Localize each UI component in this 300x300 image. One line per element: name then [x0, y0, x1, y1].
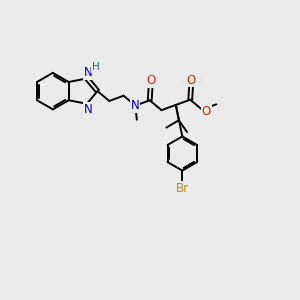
Text: Br: Br	[176, 182, 189, 195]
Text: N: N	[84, 103, 93, 116]
Text: N: N	[84, 66, 93, 80]
Text: O: O	[202, 104, 211, 118]
Text: O: O	[146, 74, 155, 87]
Text: O: O	[187, 74, 196, 87]
Text: N: N	[131, 99, 140, 112]
Text: H: H	[92, 62, 100, 72]
